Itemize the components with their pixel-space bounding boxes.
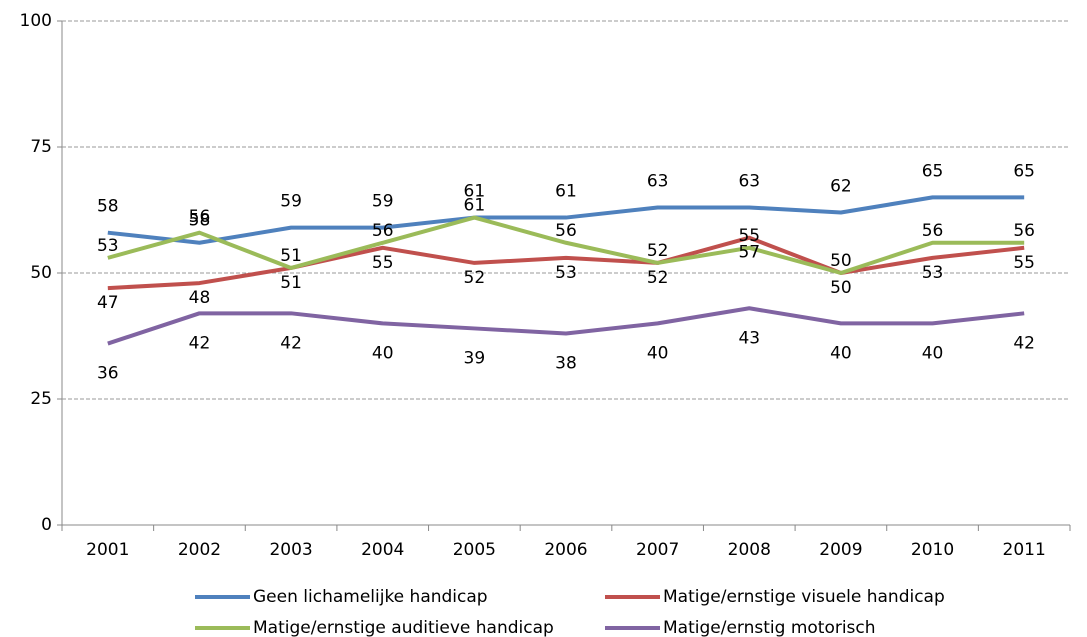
data-label: 59 <box>280 192 302 212</box>
data-label: 63 <box>647 171 669 191</box>
legend-label: Matige/ernstig motorisch <box>663 618 876 637</box>
legend-label: Matige/ernstige visuele handicap <box>663 587 945 607</box>
x-tick-label: 2001 <box>86 540 129 560</box>
series-line <box>107 195 1025 245</box>
data-label: 39 <box>464 348 486 368</box>
y-tick-label: 100 <box>20 11 52 31</box>
x-tick-label: 2002 <box>178 540 221 560</box>
data-label: 61 <box>464 196 486 216</box>
series-line <box>107 215 1025 275</box>
data-label: 47 <box>97 293 119 313</box>
series-line <box>107 306 1025 346</box>
x-tick-label: 2005 <box>453 540 496 560</box>
data-label: 55 <box>1013 253 1035 273</box>
data-label: 51 <box>280 246 302 266</box>
series-line <box>107 235 1025 291</box>
data-label: 53 <box>922 263 944 283</box>
data-label: 56 <box>1013 221 1035 241</box>
data-label: 57 <box>738 243 760 263</box>
data-label: 58 <box>97 197 119 217</box>
data-label: 42 <box>280 333 302 353</box>
legend-label: Matige/ernstige auditieve handicap <box>253 618 554 637</box>
y-tick-label: 75 <box>30 137 52 157</box>
data-label: 61 <box>464 182 486 202</box>
data-label: 40 <box>830 343 852 363</box>
data-label: 65 <box>922 161 944 181</box>
data-label: 50 <box>830 251 852 271</box>
data-label: 63 <box>738 171 760 191</box>
data-label: 48 <box>189 288 211 308</box>
data-label: 42 <box>1013 333 1035 353</box>
x-tick-label: 2008 <box>728 540 771 560</box>
data-label: 56 <box>372 221 394 241</box>
data-label: 55 <box>372 253 394 273</box>
data-label: 56 <box>555 221 577 241</box>
x-tick-label: 2003 <box>269 540 312 560</box>
data-label: 52 <box>647 268 669 288</box>
x-tick-label: 2011 <box>1003 540 1046 560</box>
y-tick-label: 0 <box>41 515 52 535</box>
data-label: 61 <box>555 182 577 202</box>
data-label: 56 <box>189 207 211 227</box>
data-label: 56 <box>922 221 944 241</box>
data-label: 53 <box>555 263 577 283</box>
data-label: 38 <box>555 353 577 373</box>
x-tick-label: 2007 <box>636 540 679 560</box>
data-label: 53 <box>97 236 119 256</box>
data-label: 52 <box>464 268 486 288</box>
x-tick-label: 2009 <box>819 540 862 560</box>
x-tick-label: 2004 <box>361 540 404 560</box>
data-label: 40 <box>647 343 669 363</box>
data-label: 36 <box>97 364 119 384</box>
data-label: 50 <box>830 278 852 298</box>
y-tick-label: 50 <box>30 263 52 283</box>
data-label: 42 <box>189 333 211 353</box>
data-label: 55 <box>738 226 760 246</box>
data-label: 59 <box>372 192 394 212</box>
data-label: 40 <box>372 343 394 363</box>
y-tick-label: 25 <box>30 389 52 409</box>
x-tick-label: 2006 <box>544 540 587 560</box>
x-tick-label: 2010 <box>911 540 954 560</box>
data-label: 52 <box>647 241 669 261</box>
data-label: 58 <box>189 211 211 231</box>
data-label: 65 <box>1013 161 1035 181</box>
legend-label: Geen lichamelijke handicap <box>253 587 488 607</box>
data-label: 51 <box>280 273 302 293</box>
data-label: 62 <box>830 177 852 197</box>
data-label: 43 <box>738 328 760 348</box>
data-label: 40 <box>922 343 944 363</box>
